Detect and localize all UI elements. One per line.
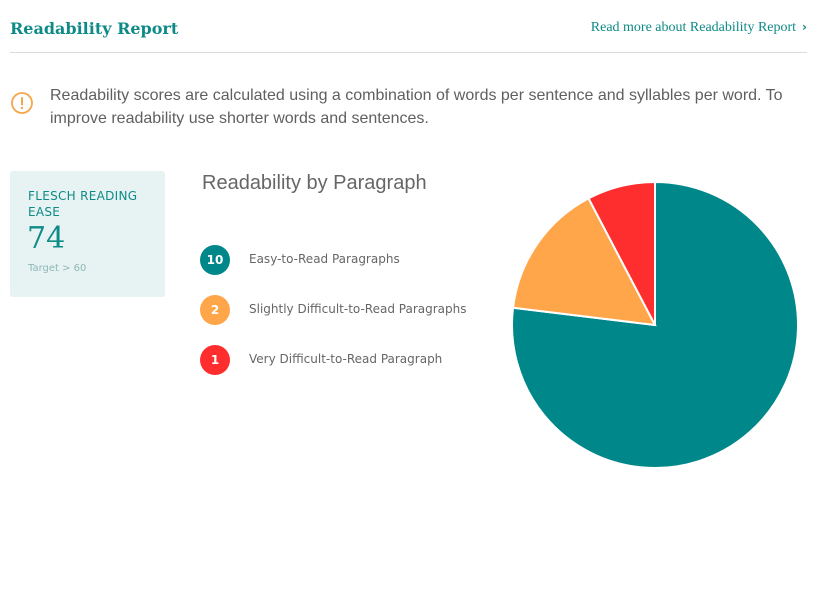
flesch-value: 74	[27, 221, 66, 256]
info-icon	[11, 92, 33, 114]
flesch-score-card: FLESCH READING EASE 74 Target > 60	[10, 171, 165, 297]
report-header: Readability Report Read more about Reada…	[10, 0, 807, 53]
legend-badge-easy: 10	[200, 245, 230, 275]
legend-label-easy: Easy-to-Read Paragraphs	[249, 252, 400, 266]
page-title: Readability Report	[10, 19, 179, 38]
read-more-label: Read more about Readability Report	[590, 20, 797, 35]
flesch-label: FLESCH READING EASE	[28, 189, 138, 219]
pie-slice-very-difficult	[587, 180, 656, 326]
chevron-right-icon: ›	[802, 20, 807, 34]
legend-label-slightly-difficult: Slightly Difficult-to-Read Paragraphs	[249, 302, 467, 316]
readability-notice: Readability scores are calculated using …	[50, 87, 783, 127]
chart-title: Readability by Paragraph	[202, 172, 427, 194]
read-more-link[interactable]: Read more about Readability Report ›	[591, 20, 807, 36]
legend-item-very-difficult: 1 Very Difficult-to-Read Paragraph	[200, 345, 500, 375]
legend-label-very-difficult: Very Difficult-to-Read Paragraph	[249, 352, 443, 366]
pie-slice-easy	[511, 180, 799, 469]
legend-badge-very-difficult: 1	[200, 345, 230, 375]
legend-item-easy: 10 Easy-to-Read Paragraphs	[200, 245, 500, 275]
legend-item-slightly-difficult: 2 Slightly Difficult-to-Read Paragraphs	[200, 295, 500, 325]
legend-badge-slightly-difficult: 2	[200, 295, 230, 325]
pie-chart	[511, 180, 799, 469]
pie-slice-slightly-difficult	[511, 197, 657, 327]
flesch-target: Target > 60	[28, 263, 87, 274]
